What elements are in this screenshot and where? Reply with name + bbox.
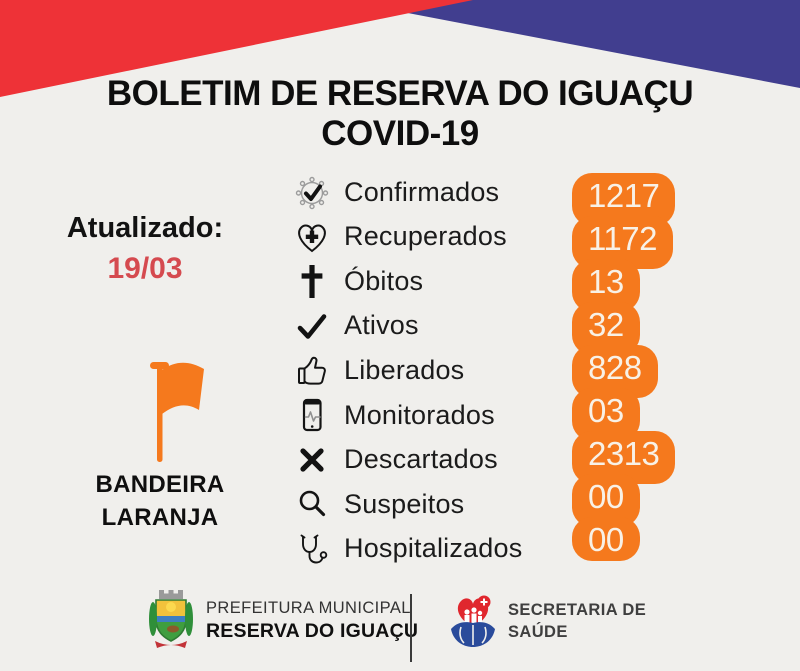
stat-row-obitos: Óbitos: [292, 259, 522, 304]
stethoscope-icon: [292, 529, 332, 569]
stats-list: Confirmados Recuperados Óbitos: [292, 170, 522, 571]
x-mark-icon: [292, 440, 332, 480]
virus-check-icon: [292, 172, 332, 212]
stat-label: Recuperados: [344, 221, 507, 252]
footer-divider: [410, 594, 412, 662]
health-line2: SAÚDE: [508, 623, 568, 641]
stat-row-monitorados: Monitorados: [292, 393, 522, 438]
municipal-crest-logo: [147, 587, 195, 655]
magnifier-icon: [292, 484, 332, 524]
stat-row-recuperados: Recuperados: [292, 215, 522, 260]
municipality-line1: PREFEITURA MUNICIPAL: [206, 599, 411, 617]
stat-label: Confirmados: [344, 176, 500, 207]
stat-label: Liberados: [344, 354, 465, 385]
stat-label: Ativos: [344, 310, 419, 341]
stat-row-liberados: Liberados: [292, 348, 522, 393]
health-secretary-logo: [447, 591, 499, 653]
stat-row-confirmados: Confirmados: [292, 170, 522, 215]
health-line1: SECRETARIA DE: [508, 601, 647, 619]
latin-cross-icon: [292, 261, 332, 301]
municipality-line2: RESERVA DO IGUAÇU: [206, 620, 419, 642]
flag-label-line1: BANDEIRA: [95, 471, 225, 498]
stat-values-blob: 1217 1172 13 32 828 03 2313 00 00: [572, 173, 702, 573]
title-line1: BOLETIM DE RESERVA DO IGUAÇU: [106, 74, 694, 113]
stat-row-hospitalizados: Hospitalizados: [292, 526, 522, 571]
municipality-name: PREFEITURA MUNICIPAL RESERVA DO IGUAÇU: [206, 599, 418, 643]
stat-label: Óbitos: [344, 265, 424, 296]
orange-flag-icon: [120, 356, 224, 472]
health-secretary-name: SECRETARIA DE SAÚDE: [508, 601, 646, 642]
title-line2: COVID-19: [321, 114, 479, 153]
checkmark-icon: [292, 306, 332, 346]
stat-label: Suspeitos: [344, 488, 465, 519]
stat-label: Monitorados: [344, 399, 495, 430]
stat-label: Descartados: [344, 444, 498, 475]
flag-label-line2: LARANJA: [101, 504, 219, 531]
stat-value-badge: 00: [572, 517, 640, 561]
updated-label: Atualizado:: [66, 212, 224, 244]
stat-row-suspeitos: Suspeitos: [292, 482, 522, 527]
updated-block: Atualizado: 19/03: [28, 212, 262, 286]
stat-label: Hospitalizados: [344, 533, 523, 564]
stat-row-descartados: Descartados: [292, 437, 522, 482]
heart-plus-icon: [292, 217, 332, 257]
page-title: BOLETIM DE RESERVA DO IGUAÇU COVID-19: [0, 74, 800, 154]
updated-date: 19/03: [107, 252, 183, 285]
stat-row-ativos: Ativos: [292, 304, 522, 349]
flag-label: BANDEIRA LARANJA: [62, 468, 258, 534]
phone-monitor-icon: [292, 395, 332, 435]
thumbs-up-icon: [292, 350, 332, 390]
